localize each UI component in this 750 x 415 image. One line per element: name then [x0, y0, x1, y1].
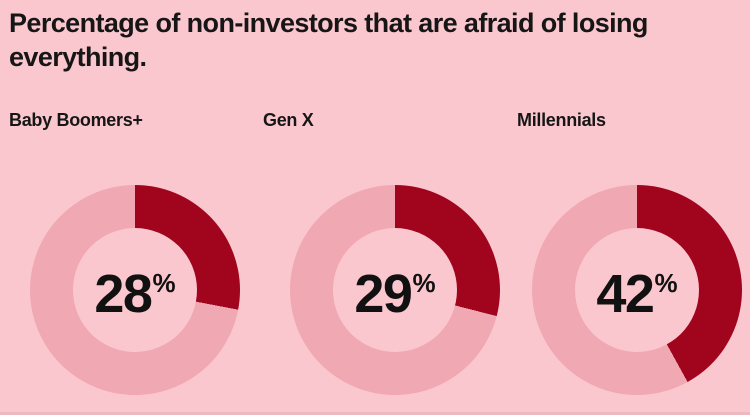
percent-sign: %	[654, 268, 678, 298]
chart-title: Percentage of non-investors that are afr…	[9, 6, 739, 74]
category-label-gen-x: Gen X	[263, 110, 314, 130]
donut-hole: 42%	[575, 228, 699, 352]
donut-value-group: 28%	[94, 267, 175, 321]
category-label-millennials: Millennials	[517, 110, 606, 130]
donut-chart-gen-x: 29%	[290, 185, 500, 395]
percent-sign: %	[412, 268, 436, 298]
donut-value: 28	[94, 264, 153, 324]
percent-sign: %	[152, 268, 176, 298]
donut-hole: 28%	[73, 228, 197, 352]
donut-value-group: 42%	[596, 267, 677, 321]
chart-title-line-2: everything.	[9, 42, 147, 72]
donut-value: 42	[596, 264, 655, 324]
donut-value: 29	[354, 264, 413, 324]
category-label-baby-boomers: Baby Boomers+	[9, 110, 143, 130]
donut-hole: 29%	[333, 228, 457, 352]
chart-title-line-1: Percentage of non-investors that are afr…	[9, 8, 648, 38]
donut-chart-baby-boomers: 28%	[30, 185, 240, 395]
donut-value-group: 29%	[354, 267, 435, 321]
donut-chart-millennials: 42%	[532, 185, 742, 395]
bottom-edge	[0, 412, 750, 415]
